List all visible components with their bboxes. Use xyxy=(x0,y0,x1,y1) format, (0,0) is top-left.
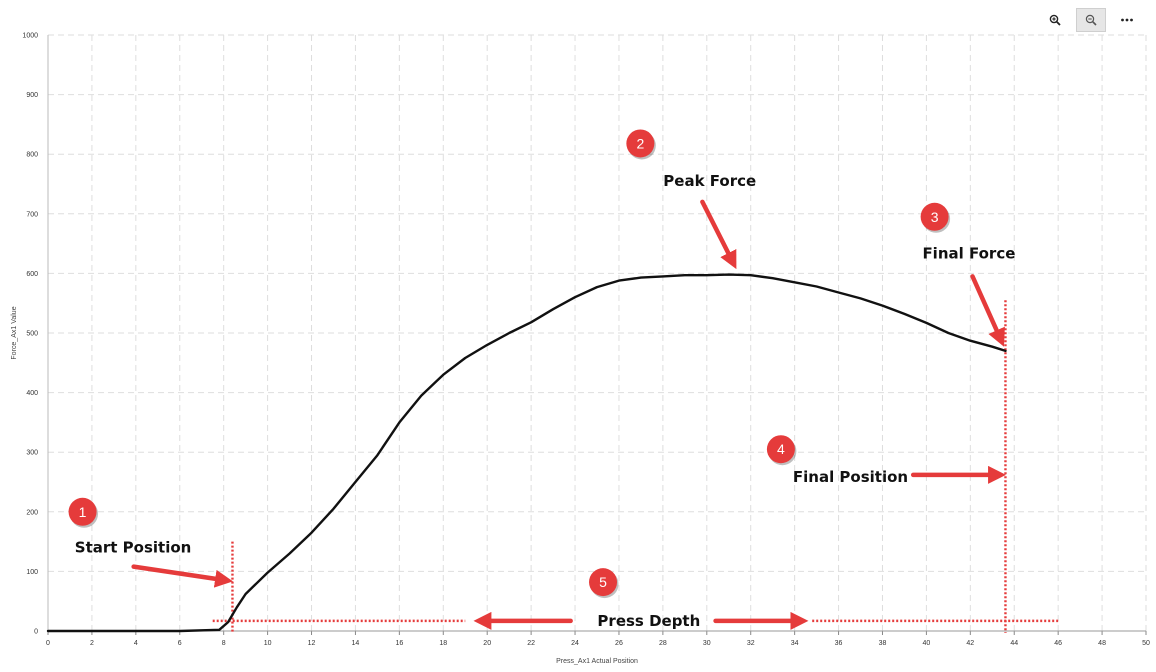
y-tick-label: 800 xyxy=(26,152,38,159)
series-line xyxy=(46,273,1007,633)
zoom-out-icon xyxy=(1085,14,1097,26)
x-axis-title: Press_Ax1 Actual Position xyxy=(556,658,638,665)
x-tick-label: 32 xyxy=(747,640,755,647)
annotation-badge xyxy=(766,435,795,464)
x-tick-label: 30 xyxy=(703,640,711,647)
annotation-label: Final Position xyxy=(793,468,908,486)
y-tick-label: 200 xyxy=(26,509,38,516)
x-tick-label: 14 xyxy=(352,640,360,647)
y-axis-title: Force_Ax1 Value xyxy=(11,306,18,359)
x-tick-label: 24 xyxy=(571,640,579,647)
annotation-badge xyxy=(626,129,655,158)
y-tick-label: 100 xyxy=(26,569,38,576)
axes: 0 2 4 6 8 10 12 14 16 18 20 22 24 26 28 30 32 34 36 38 40 42 4… xyxy=(22,33,1150,648)
x-tick-label: 28 xyxy=(659,640,667,647)
x-tick-label: 34 xyxy=(791,640,799,647)
chart-toolbar xyxy=(1040,8,1142,32)
x-tick-label: 18 xyxy=(439,640,447,647)
x-tick-label: 4 xyxy=(134,640,138,647)
x-tick-label: 6 xyxy=(178,640,182,647)
x-tick-label: 16 xyxy=(395,640,403,647)
x-tick-label: 20 xyxy=(483,640,491,647)
grid xyxy=(48,34,1147,631)
annotation-arrow xyxy=(970,274,1005,347)
annotation-badge-number: 4 xyxy=(777,441,785,457)
zoom-out-button[interactable] xyxy=(1076,8,1106,32)
x-tick-label: 12 xyxy=(308,640,316,647)
series-layer xyxy=(46,273,1007,633)
x-tick-label: 22 xyxy=(527,640,535,647)
more-icon xyxy=(1121,18,1133,22)
x-tick-label: 40 xyxy=(923,640,931,647)
guide-lines xyxy=(212,300,1059,633)
annotation-badge xyxy=(589,568,618,597)
annotation-badge-number: 5 xyxy=(599,574,607,590)
annotation-label: Peak Force xyxy=(663,172,756,190)
y-tick-label: 600 xyxy=(26,271,38,278)
annotation-badge xyxy=(68,497,97,526)
x-tick-label: 2 xyxy=(90,640,94,647)
annotations: 1 Start Position 2 Peak Force 3 Final Force 4F… xyxy=(68,129,1015,630)
annotation-label: Final Force xyxy=(922,245,1015,263)
annotation-label: Start Position xyxy=(75,539,192,557)
annotation-badge-number: 1 xyxy=(79,504,87,520)
x-tick-label: 0 xyxy=(46,640,50,647)
annotation-badge-number: 2 xyxy=(636,135,644,151)
zoom-in-icon xyxy=(1049,14,1061,26)
x-tick-label: 50 xyxy=(1142,640,1150,647)
x-tick-label: 38 xyxy=(879,640,887,647)
annotation-badge xyxy=(920,202,949,231)
y-tick-label: 1000 xyxy=(22,33,38,40)
x-tick-label: 26 xyxy=(615,640,623,647)
y-tick-label: 0 xyxy=(34,629,38,636)
annotation-arrow xyxy=(131,564,233,588)
y-tick-label: 900 xyxy=(26,92,38,99)
x-tick-label: 36 xyxy=(835,640,843,647)
annotation-badge-number: 3 xyxy=(931,209,939,225)
x-tick-label: 48 xyxy=(1098,640,1106,647)
y-tick-label: 500 xyxy=(26,331,38,338)
x-tick-label: 46 xyxy=(1054,640,1062,647)
x-tick-label: 42 xyxy=(966,640,974,647)
zoom-in-button[interactable] xyxy=(1040,8,1070,32)
y-tick-label: 300 xyxy=(26,450,38,457)
annotation-arrow xyxy=(700,199,737,270)
y-tick-label: 400 xyxy=(26,390,38,397)
more-options-button[interactable] xyxy=(1112,8,1142,32)
y-tick-label: 700 xyxy=(26,211,38,218)
x-tick-label: 10 xyxy=(264,640,272,647)
annotation-label: Press Depth xyxy=(597,612,700,630)
x-tick-label: 8 xyxy=(222,640,226,647)
x-tick-label: 44 xyxy=(1010,640,1018,647)
